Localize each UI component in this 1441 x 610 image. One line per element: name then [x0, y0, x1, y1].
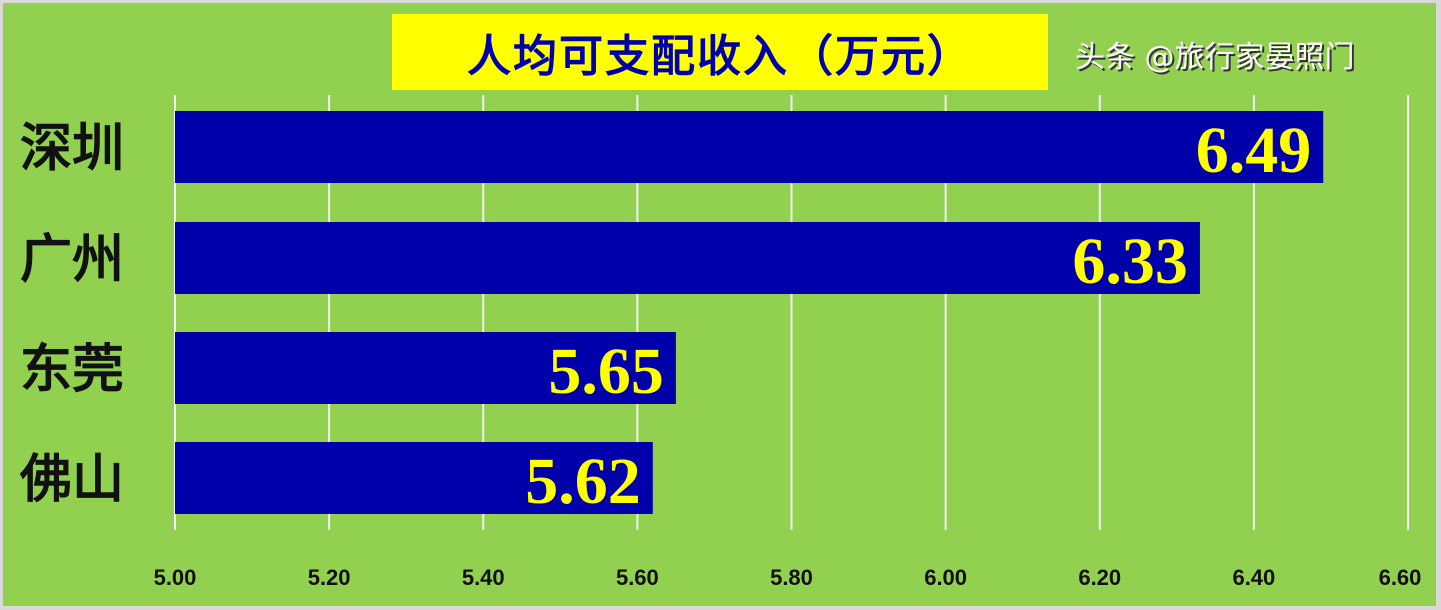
x-tick-label: 6.20: [1078, 565, 1121, 590]
bar: [175, 332, 676, 404]
x-tick-label: 5.40: [462, 565, 505, 590]
x-tick-label: 6.60: [1379, 565, 1422, 590]
category-label: 深圳: [20, 119, 124, 179]
bar: [175, 442, 653, 514]
data-label: 6.49: [1196, 114, 1312, 187]
x-tick-label: 6.40: [1232, 565, 1275, 590]
category-label: 广州: [20, 230, 124, 290]
data-label: 5.62: [525, 445, 641, 518]
watermark: 头条 @旅行家晏照门: [1075, 40, 1355, 75]
x-tick-label: 5.80: [770, 565, 813, 590]
bar: [175, 222, 1200, 294]
x-tick-label: 5.60: [616, 565, 659, 590]
category-label: 佛山: [19, 450, 124, 510]
data-label: 5.65: [548, 335, 664, 408]
x-tick-label: 6.00: [924, 565, 967, 590]
category-label: 东莞: [20, 340, 124, 400]
chart-title: 人均可支配收入（万元）: [392, 14, 1048, 90]
bar: [175, 111, 1324, 183]
x-tick-label: 5.00: [154, 565, 197, 590]
data-label: 6.33: [1072, 225, 1188, 298]
x-tick-label: 5.20: [308, 565, 351, 590]
